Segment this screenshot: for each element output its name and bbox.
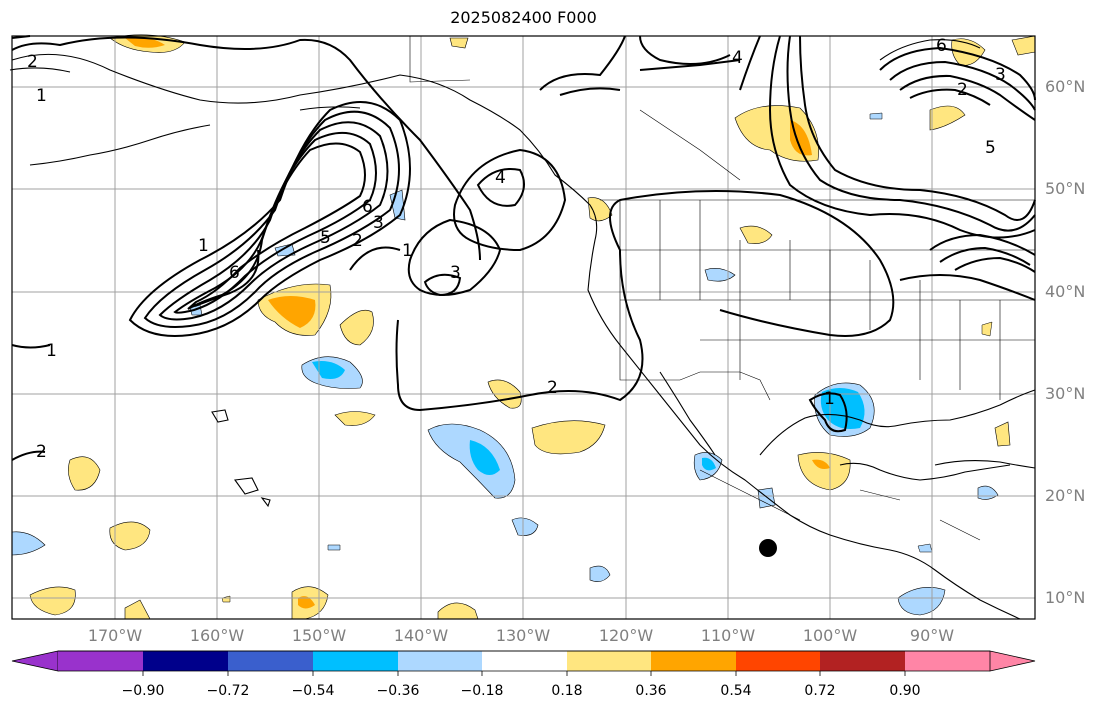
political-borders	[409, 36, 1035, 541]
contour-label: 2	[352, 231, 363, 251]
colorbar-max-extension	[989, 650, 1036, 672]
colorbar-segment	[313, 651, 398, 671]
colorbar-segment	[567, 651, 651, 671]
contour-label: 3	[373, 213, 384, 233]
contour-label: 1	[402, 241, 413, 261]
contour-label: 5	[320, 228, 331, 248]
colorbar-tick-label: 0.72	[804, 683, 836, 699]
colorbar-min-extension	[11, 650, 59, 672]
lon-label-120w: 120°W	[598, 626, 654, 645]
contour-label: 6	[362, 197, 373, 217]
colorbar-segment	[651, 651, 736, 671]
contour-label: 1	[824, 389, 835, 409]
colorbar-segment	[143, 651, 228, 671]
colorbar-tick-label: −0.18	[460, 683, 504, 699]
colorbar-tick-label: −0.90	[121, 683, 165, 699]
colorbar-segment	[820, 651, 905, 671]
colorbar-segment	[58, 651, 143, 671]
lat-label-20n: 20°N	[1045, 486, 1086, 505]
lat-label-10n: 10°N	[1045, 588, 1086, 607]
lon-label-90w: 90°W	[909, 626, 955, 645]
lat-label-30n: 30°N	[1045, 384, 1086, 403]
lon-label-140w: 140°W	[393, 626, 449, 645]
contour-label: 1	[46, 341, 57, 361]
colorbar-tick-label: −0.54	[291, 683, 335, 699]
contour-labels: 2 1 4 6 3 5 2 6 1 1 2 3 4 3 6 5 2 1 1 2	[27, 36, 1006, 462]
colorbar-tick-label: −0.36	[376, 683, 420, 699]
chart-title: 2025082400 F000	[450, 8, 597, 27]
contour-label: 5	[985, 138, 996, 158]
contour-label: 4	[495, 168, 506, 188]
colorbar-tick-label: −0.72	[206, 683, 250, 699]
lat-label-40n: 40°N	[1045, 282, 1086, 301]
contour-label: 3	[995, 65, 1006, 85]
lon-label-110w: 110°W	[700, 626, 756, 645]
lon-label-130w: 130°W	[495, 626, 551, 645]
lon-label-170w: 170°W	[87, 626, 143, 645]
lon-label-100w: 100°W	[802, 626, 858, 645]
contour-label: 2	[957, 80, 968, 100]
contour-label: 1	[36, 86, 47, 106]
lat-label-50n: 50°N	[1045, 179, 1086, 198]
contour-label: 2	[547, 378, 558, 398]
storm-marker	[759, 539, 777, 557]
map-frame	[11, 35, 1036, 620]
colorbar-segment	[905, 651, 990, 671]
colorbar	[11, 650, 1036, 676]
coastlines	[9, 39, 1036, 620]
colorbar-segment	[482, 651, 567, 671]
lon-label-160w: 160°W	[189, 626, 245, 645]
contour-label: 1	[198, 236, 209, 256]
contour-label: 6	[229, 263, 240, 283]
lon-label-150w: 150°W	[291, 626, 347, 645]
colorbar-tick-label: 0.36	[635, 683, 667, 699]
contour-lines	[11, 35, 1036, 461]
positive-anomaly-shading	[29, 34, 1036, 620]
colorbar-tick-label: 0.18	[551, 683, 583, 699]
colorbar-tick-label: 0.90	[889, 683, 921, 699]
colorbar-segment	[398, 651, 482, 671]
colorbar-tick-label: 0.54	[720, 683, 752, 699]
contour-label: 2	[36, 442, 47, 462]
contour-label: 2	[27, 52, 38, 72]
colorbar-segment	[228, 651, 313, 671]
contour-label: 3	[450, 263, 461, 283]
contour-label: 6	[936, 36, 947, 56]
lat-label-60n: 60°N	[1045, 77, 1086, 96]
colorbar-segment	[736, 651, 820, 671]
contour-label: 4	[732, 48, 743, 68]
